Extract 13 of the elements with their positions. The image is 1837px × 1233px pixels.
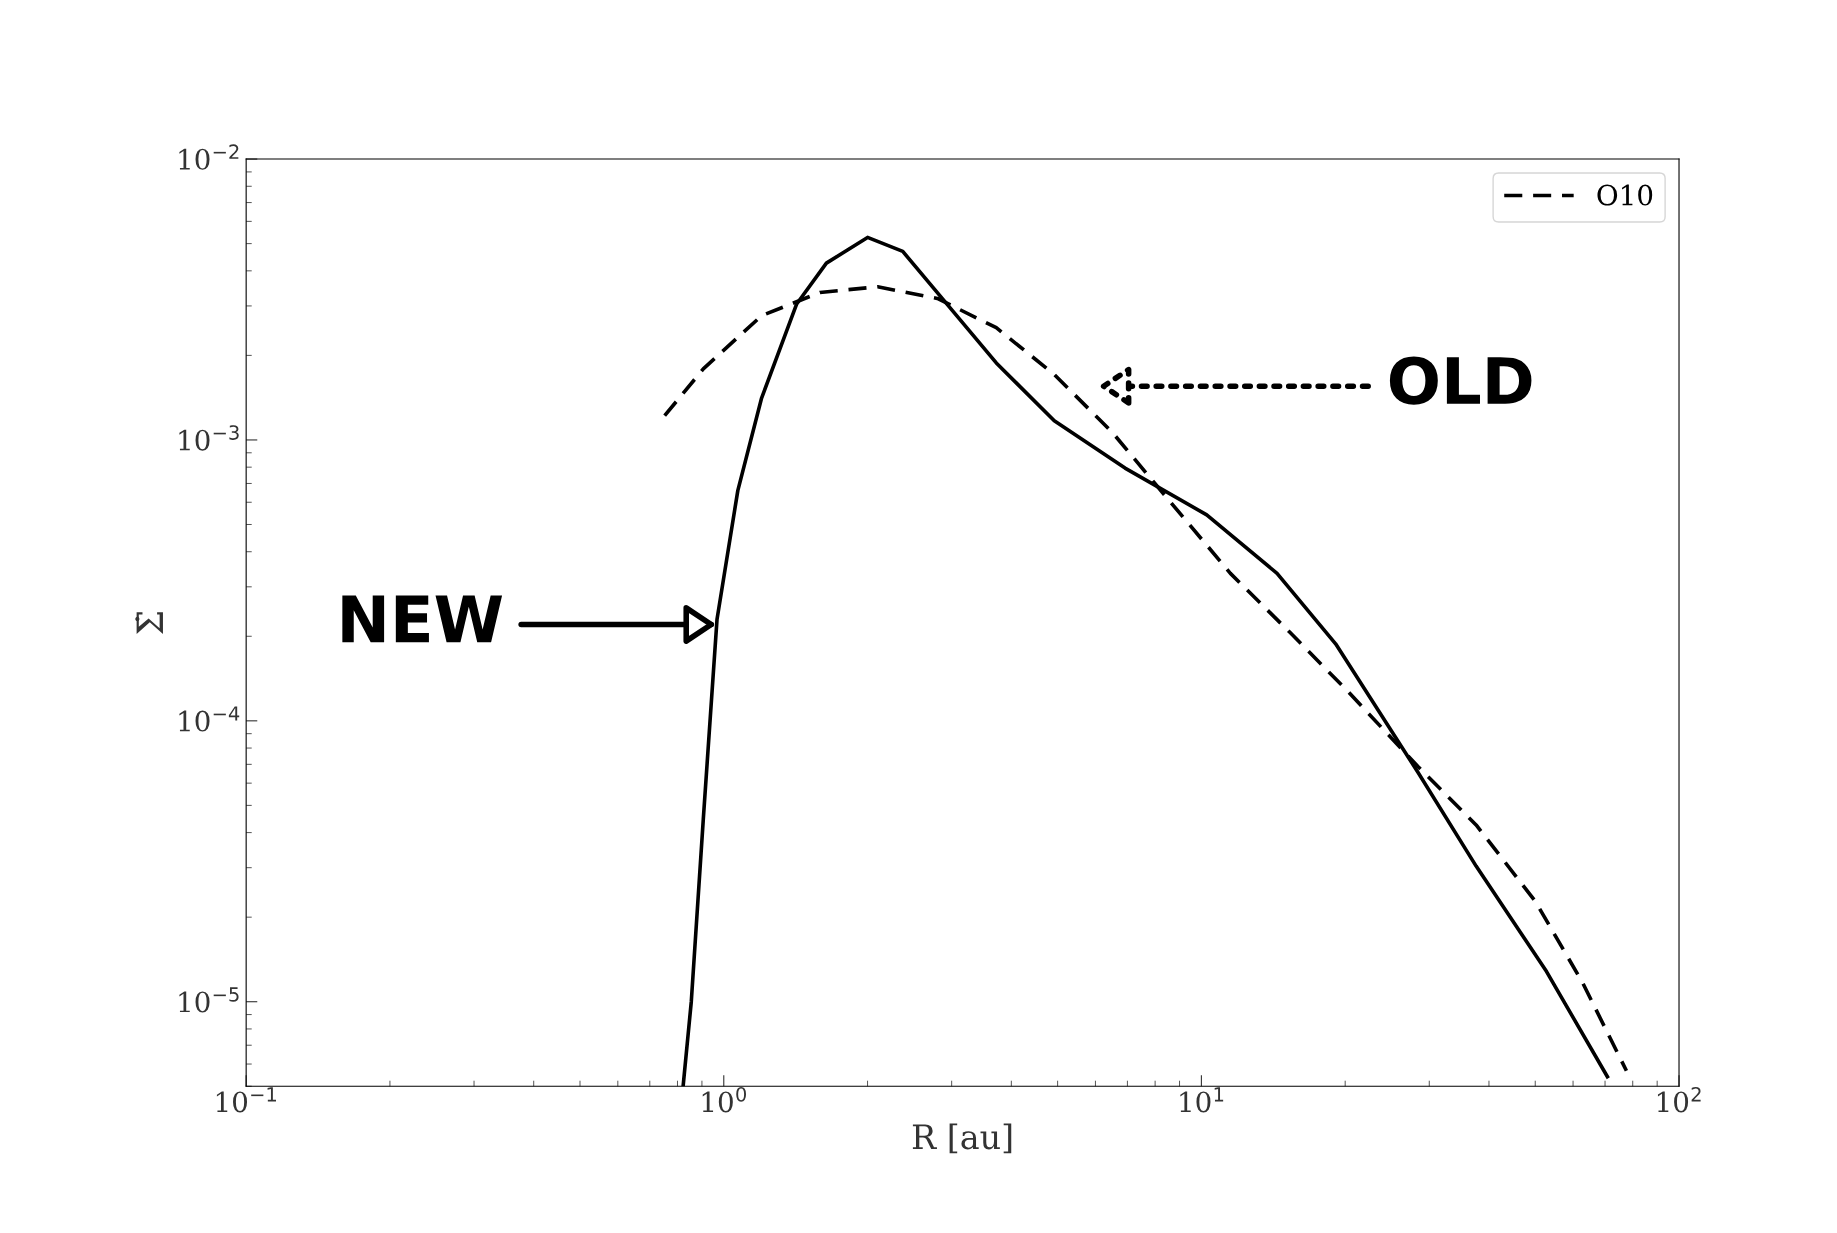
y-axis-title: Σ̇ <box>135 612 163 634</box>
x-tick-label: 10$^{−1}$ <box>216 1087 276 1113</box>
y-tick-label: 10$^{−5}$ <box>179 987 239 1013</box>
annotation: OLD <box>1389 356 1532 405</box>
y-tick-label: 10$^{−2}$ <box>179 144 239 170</box>
x-axis-title: R [au] <box>912 1123 1012 1154</box>
x-tick-label: 10$^{0}$ <box>702 1086 747 1113</box>
annotation: NEW <box>342 595 503 643</box>
y-tick-label: 10$^{−3}$ <box>179 425 239 451</box>
y-tick-label: 10$^{−4}$ <box>179 706 240 732</box>
x-tick-label: 10$^{1}$ <box>1180 1087 1224 1113</box>
legend-label: O10 <box>1597 184 1653 206</box>
x-tick-label: 10$^{2}$ <box>1657 1086 1701 1113</box>
